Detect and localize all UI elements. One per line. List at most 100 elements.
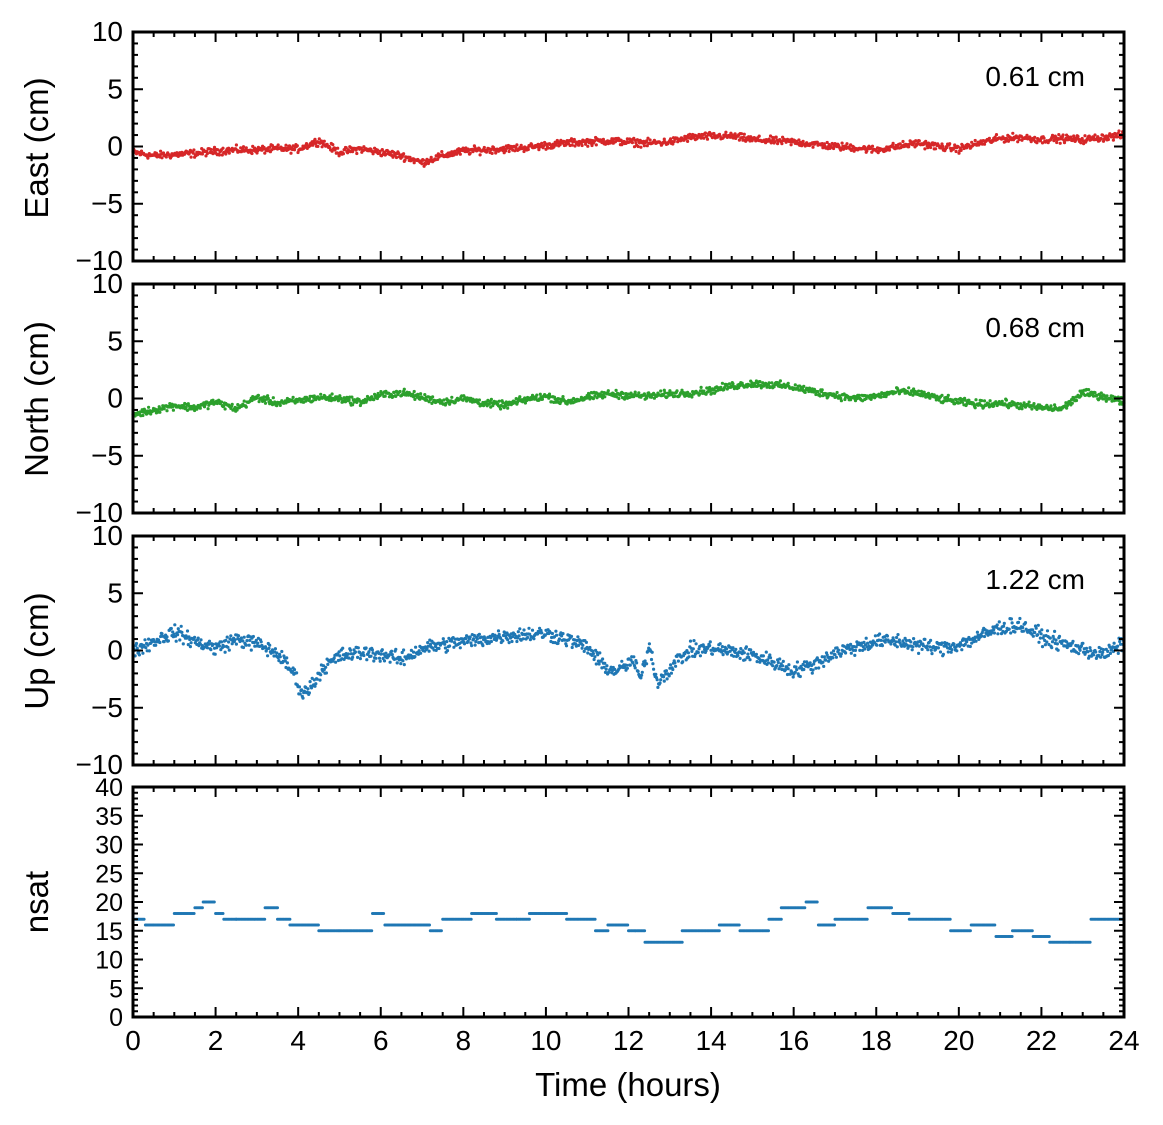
data-point: [1071, 639, 1075, 643]
data-point: [381, 656, 385, 661]
data-point: [681, 660, 685, 664]
data-point: [973, 406, 977, 410]
data-point: [975, 630, 980, 634]
data-point: [710, 136, 715, 140]
data-point: [192, 148, 196, 152]
data-point: [402, 387, 406, 391]
data-point: [351, 150, 355, 154]
data-point: [175, 151, 179, 155]
data-point: [974, 639, 978, 643]
data-point: [728, 649, 732, 653]
data-point: [598, 651, 602, 655]
data-point: [1086, 650, 1090, 654]
data-point: [950, 648, 954, 652]
data-point: [187, 635, 191, 639]
data-point: [847, 645, 851, 649]
data-point: [680, 388, 684, 392]
data-point: [199, 638, 203, 642]
data-point: [141, 651, 145, 655]
data-point: [324, 665, 328, 669]
data-point: [744, 645, 749, 649]
data-point: [592, 657, 596, 662]
data-point: [941, 144, 945, 148]
data-point: [654, 672, 658, 677]
data-point: [181, 642, 185, 646]
data-point: [836, 648, 841, 652]
data-point: [937, 398, 941, 402]
data-point: [420, 162, 424, 166]
data-point: [631, 661, 635, 665]
data-point: [923, 637, 927, 642]
nsat-point: [288, 917, 292, 921]
data-point: [375, 148, 379, 152]
data-point: [757, 134, 761, 138]
y-tick-label: 10: [92, 520, 123, 551]
data-point: [263, 151, 267, 155]
data-point: [1058, 141, 1062, 145]
data-point: [263, 645, 268, 649]
data-point: [957, 151, 961, 155]
data-point: [326, 662, 330, 667]
data-point: [277, 659, 281, 663]
data-point: [464, 637, 468, 641]
data-point: [173, 623, 177, 627]
east-ylabel: East (cm): [18, 77, 55, 218]
data-point: [1037, 640, 1041, 644]
data-point: [635, 661, 639, 665]
nsat-point: [527, 917, 531, 921]
data-point: [633, 390, 637, 394]
data-point: [528, 638, 533, 642]
data-point: [1099, 391, 1103, 395]
data-point: [946, 650, 950, 654]
data-point: [857, 393, 861, 397]
data-point: [577, 643, 581, 648]
data-point: [992, 631, 997, 635]
data-point: [489, 639, 493, 644]
data-point: [355, 400, 359, 404]
data-point: [632, 655, 636, 659]
data-point: [1108, 651, 1113, 656]
data-point: [466, 639, 470, 643]
data-point: [278, 655, 282, 659]
data-point: [479, 635, 484, 639]
data-point: [777, 381, 781, 385]
data-point: [880, 644, 885, 648]
data-point: [445, 649, 450, 653]
data-point: [1034, 626, 1038, 630]
data-point: [370, 648, 374, 652]
data-point: [174, 639, 178, 643]
data-point: [922, 390, 926, 394]
data-point: [822, 655, 827, 659]
y-tick-label: 5: [107, 73, 123, 104]
data-point: [973, 138, 977, 143]
data-point: [982, 142, 987, 146]
data-point: [450, 395, 454, 399]
data-point: [338, 394, 342, 398]
data-point: [380, 148, 384, 152]
data-point: [992, 628, 996, 632]
data-point: [621, 391, 625, 396]
data-point: [923, 147, 927, 151]
data-point: [594, 143, 598, 147]
data-point: [268, 145, 272, 149]
data-point: [640, 670, 644, 674]
data-point: [356, 646, 360, 650]
data-point: [275, 651, 279, 655]
data-point: [1074, 398, 1079, 403]
data-point: [475, 637, 479, 641]
data-point: [780, 142, 784, 146]
data-point: [1038, 636, 1042, 640]
data-point: [636, 144, 640, 149]
data-point: [1089, 649, 1093, 653]
data-point: [770, 381, 774, 385]
data-point: [1116, 651, 1120, 656]
data-point: [250, 151, 254, 156]
data-point: [672, 140, 676, 144]
data-point: [1101, 650, 1105, 654]
data-point: [534, 396, 538, 400]
data-point: [637, 391, 641, 395]
data-point: [211, 398, 215, 402]
data-point: [234, 143, 238, 147]
data-point: [758, 380, 762, 384]
data-point: [1018, 616, 1022, 621]
